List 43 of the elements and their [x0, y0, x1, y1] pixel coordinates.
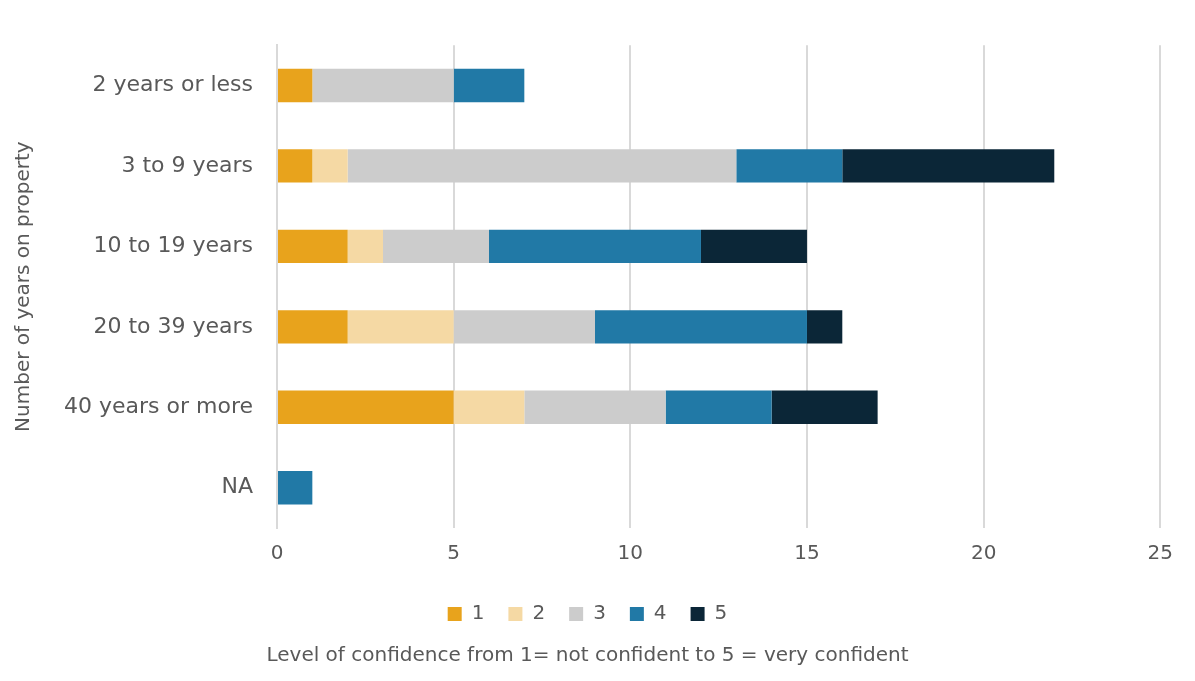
bar: [842, 149, 1055, 183]
bar: [453, 390, 525, 424]
legend-label: 2: [532, 600, 546, 625]
bar: [347, 149, 737, 183]
bar: [312, 68, 454, 103]
bar: [771, 390, 878, 424]
bar: [347, 310, 454, 344]
x-tick-label: 10: [617, 540, 644, 565]
bar: [453, 68, 525, 103]
x-tick-label: 20: [970, 540, 997, 565]
x-axis-title: Level of confidence from 1= not confident to 5 = very confident: [266, 642, 909, 667]
x-tick-label: 0: [270, 540, 284, 565]
legend-label: 4: [653, 600, 667, 625]
y-tick-label: 3 to 9 years: [121, 151, 254, 177]
y-axis-title: Number of years on property: [10, 141, 35, 432]
bar: [524, 390, 666, 424]
x-tick-label: 5: [447, 540, 461, 565]
y-tick-label: NA: [221, 473, 254, 499]
bar: [278, 390, 454, 424]
bar: [700, 229, 807, 264]
x-tick-label: 15: [794, 540, 820, 565]
bar: [736, 149, 843, 183]
bar: [453, 310, 595, 344]
y-tick-label: 40 years or more: [63, 393, 254, 419]
legend-label: 3: [593, 600, 606, 625]
bar: [312, 149, 348, 183]
legend-label: 5: [714, 600, 728, 625]
y-tick-label: 20 to 39 years: [93, 312, 254, 338]
legend-label: 1: [471, 600, 485, 625]
y-tick-label: 2 years or less: [92, 71, 254, 97]
bar: [278, 471, 313, 505]
bar: [665, 390, 772, 424]
y-tick-label: 10 to 19 years: [93, 232, 254, 258]
bar: [278, 149, 313, 183]
bar: [594, 310, 807, 344]
bar: [278, 229, 348, 264]
bar: [806, 310, 843, 344]
bar: [383, 229, 489, 264]
bar: [488, 229, 701, 264]
bar: [347, 229, 383, 264]
bar: [278, 68, 313, 103]
bar: [278, 310, 348, 344]
x-tick-label: 25: [1147, 540, 1173, 565]
